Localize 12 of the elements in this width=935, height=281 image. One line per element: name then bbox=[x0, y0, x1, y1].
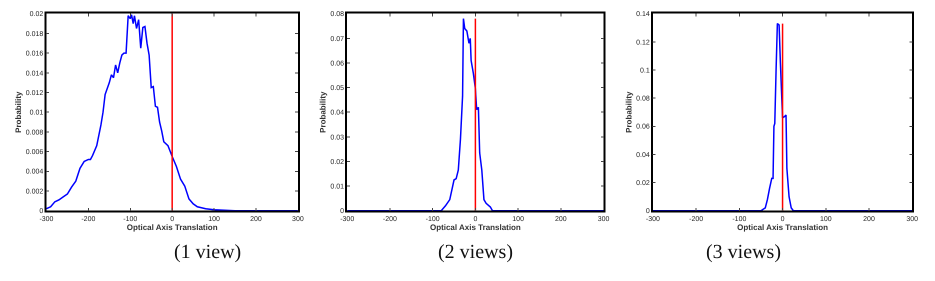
x-axis-title: Optical Axis Translation bbox=[430, 222, 521, 232]
y-axis-title: Probability bbox=[624, 90, 634, 133]
line-series bbox=[46, 14, 298, 211]
y-axis-title: Probability bbox=[318, 90, 328, 133]
text: (3 views) bbox=[706, 241, 781, 263]
line-series bbox=[347, 18, 604, 211]
x-axis-title: Optical Axis Translation bbox=[737, 222, 828, 232]
text: (1 view) bbox=[174, 241, 242, 263]
x-axis-title: Optical Axis Translation bbox=[126, 222, 218, 232]
y-axis-title: Probability bbox=[14, 90, 23, 133]
text: (2 views) bbox=[438, 241, 513, 263]
line-series bbox=[652, 22, 912, 211]
